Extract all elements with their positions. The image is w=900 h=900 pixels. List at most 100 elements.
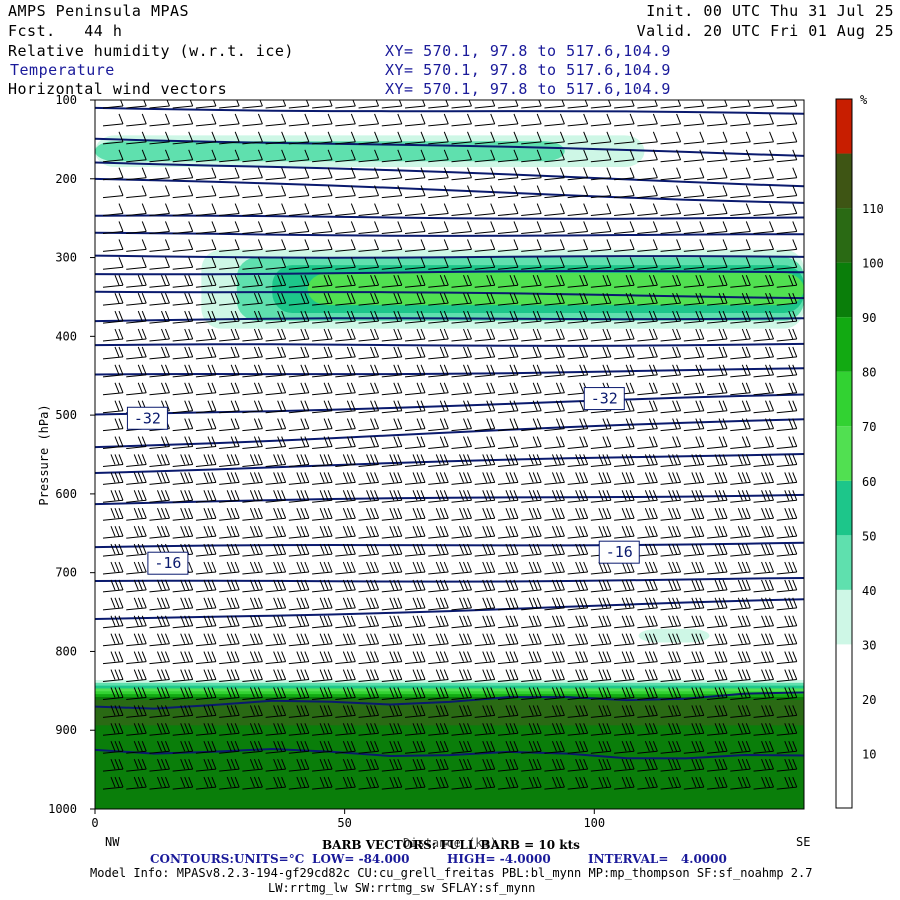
- barb-flag: [788, 454, 794, 465]
- barb-flag: [559, 275, 565, 286]
- wind-barb: [288, 203, 310, 217]
- barb-flag: [463, 454, 468, 465]
- wind-barb: [637, 292, 658, 306]
- barb-flag: [676, 113, 682, 125]
- barb-staff: [474, 195, 495, 199]
- wind-barb: [451, 275, 472, 288]
- barb-flag: [118, 418, 124, 429]
- barb-staff: [730, 463, 751, 467]
- barb-staff: [195, 338, 216, 342]
- barb-flag: [555, 328, 561, 340]
- wind-barb: [381, 418, 403, 432]
- barb-flag: [652, 275, 658, 286]
- barb-staff: [614, 248, 635, 252]
- barb-staff: [149, 356, 170, 360]
- barb-staff: [776, 123, 797, 127]
- barb-flag: [374, 275, 380, 286]
- barb-flag: [305, 100, 310, 107]
- barb-flag: [769, 167, 774, 178]
- wind-barb: [381, 149, 403, 163]
- barb-flag: [118, 472, 124, 483]
- barb-flag: [699, 328, 705, 340]
- barb-staff: [776, 428, 797, 432]
- barb-staff: [312, 410, 333, 414]
- barb-staff: [219, 302, 240, 306]
- wind-barb: [219, 113, 240, 127]
- wind-barb: [614, 257, 635, 270]
- barb-flag: [188, 364, 194, 376]
- wind-barb: [614, 292, 635, 306]
- wind-barb: [544, 221, 565, 234]
- wind-barb: [149, 203, 170, 217]
- wind-barb: [753, 292, 774, 306]
- barb-flag: [189, 100, 194, 107]
- wind-barb: [707, 149, 728, 163]
- barb-flag: [420, 149, 426, 160]
- barb-staff: [544, 410, 565, 414]
- barb-staff: [312, 123, 333, 127]
- barb-flag: [350, 257, 356, 268]
- barb-flag: [443, 239, 449, 250]
- barb-flag: [579, 292, 585, 304]
- barb-flag: [792, 185, 798, 196]
- barb-staff: [567, 302, 588, 306]
- barb-staff: [242, 195, 263, 199]
- barb-staff: [637, 446, 658, 450]
- barb-flag: [676, 292, 682, 304]
- barb-staff: [753, 177, 774, 181]
- wind-barb: [404, 167, 426, 181]
- barb-flag: [304, 400, 310, 411]
- barb-staff: [358, 123, 379, 127]
- barb-flag: [188, 257, 194, 268]
- barb-staff: [265, 356, 286, 360]
- barb-staff: [730, 105, 751, 109]
- barb-flag: [110, 472, 116, 483]
- barb-staff: [358, 284, 379, 288]
- barb-staff: [707, 159, 728, 163]
- barb-staff: [776, 446, 797, 450]
- wind-barb: [544, 364, 565, 378]
- wind-barb: [660, 131, 682, 145]
- wind-barb: [730, 346, 751, 360]
- wind-barb: [637, 113, 658, 127]
- barb-staff: [614, 123, 635, 127]
- barb-flag: [555, 364, 561, 376]
- barb-staff: [242, 356, 263, 360]
- wind-barb: [195, 239, 217, 252]
- wind-barb: [312, 257, 333, 270]
- wind-barb: [590, 257, 612, 270]
- wind-barb: [683, 100, 705, 109]
- barb-staff: [544, 266, 565, 270]
- barb-flag: [211, 328, 217, 340]
- barb-flag: [672, 418, 678, 429]
- barb-flag: [141, 364, 147, 376]
- barb-flag: [397, 257, 403, 268]
- barb-flag: [625, 454, 631, 465]
- barb-staff: [707, 410, 728, 414]
- barb-flag: [718, 436, 724, 447]
- barb-staff: [753, 374, 774, 378]
- barb-staff: [288, 446, 309, 450]
- wind-barb: [753, 454, 774, 467]
- barb-flag: [165, 221, 170, 232]
- barb-staff: [753, 213, 774, 217]
- barb-flag: [281, 346, 287, 358]
- barb-staff: [683, 177, 704, 181]
- barb-staff: [219, 392, 240, 396]
- barb-staff: [288, 428, 309, 432]
- wind-barb: [707, 185, 728, 199]
- barb-flag: [652, 346, 658, 358]
- wind-barb: [497, 149, 519, 163]
- barb-flag: [463, 382, 468, 393]
- barb-flag: [583, 257, 589, 268]
- barb-flag: [792, 203, 798, 214]
- barb-flag: [486, 418, 492, 429]
- barb-flag: [165, 382, 170, 393]
- wind-barb: [242, 275, 263, 288]
- barb-staff: [474, 410, 495, 414]
- barb-staff: [335, 428, 356, 432]
- barb-staff: [753, 141, 774, 145]
- wind-barb: [102, 203, 124, 217]
- barb-flag: [137, 346, 143, 358]
- wind-barb: [660, 454, 682, 467]
